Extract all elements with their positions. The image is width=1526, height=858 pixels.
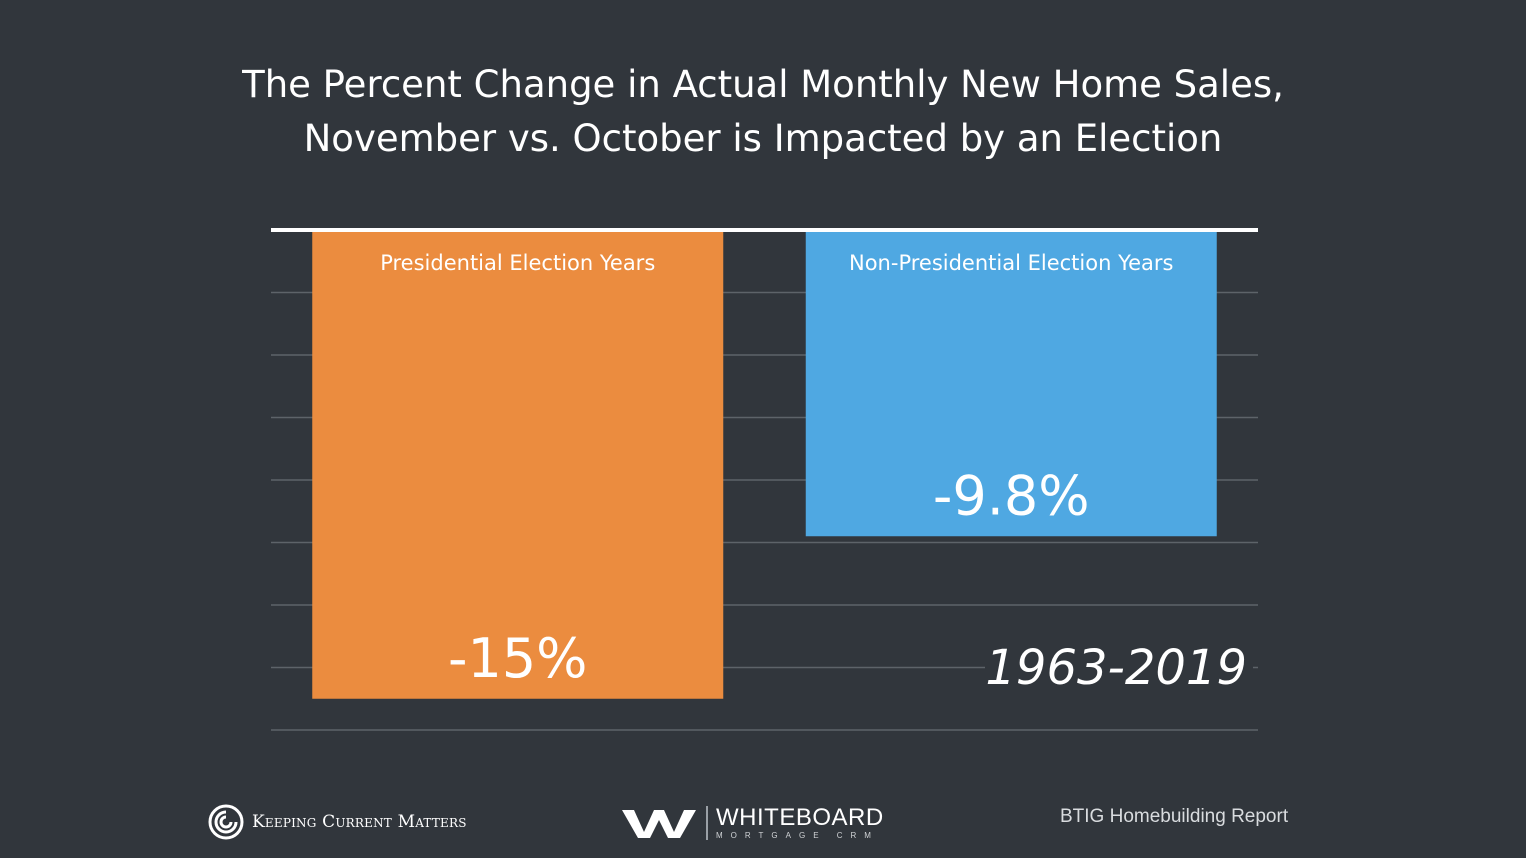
bar	[805, 230, 1217, 537]
annotation-background	[985, 640, 1253, 696]
bar-value-label: -15%	[448, 627, 588, 690]
chart-title-line-2: November vs. October is Impacted by an E…	[303, 117, 1223, 160]
kcm-logo: Keeping Current Matters	[208, 804, 467, 840]
chart-title-line-1: The Percent Change in Actual Monthly New…	[242, 63, 1284, 106]
whiteboard-logo-sub: MORTGAGE CRM	[716, 831, 879, 840]
whiteboard-logo: WHITEBOARD MORTGAGE CRM	[622, 806, 884, 840]
year-range-annotation: 1963-2019	[985, 640, 1247, 696]
bar-category-label: Non-Presidential Election Years	[849, 251, 1174, 275]
kcm-logo-text: Keeping Current Matters	[252, 812, 467, 832]
whiteboard-logo-name: WHITEBOARD	[716, 804, 884, 831]
bar	[312, 230, 724, 699]
bar-category-label: Presidential Election Years	[380, 251, 655, 275]
chart-title: The Percent Change in Actual Monthly New…	[0, 58, 1526, 166]
source-label: BTIG Homebuilding Report	[1060, 806, 1289, 827]
bar-value-label: -9.8%	[933, 464, 1090, 527]
whiteboard-w-icon	[622, 810, 696, 838]
swirl-icon	[208, 804, 244, 840]
